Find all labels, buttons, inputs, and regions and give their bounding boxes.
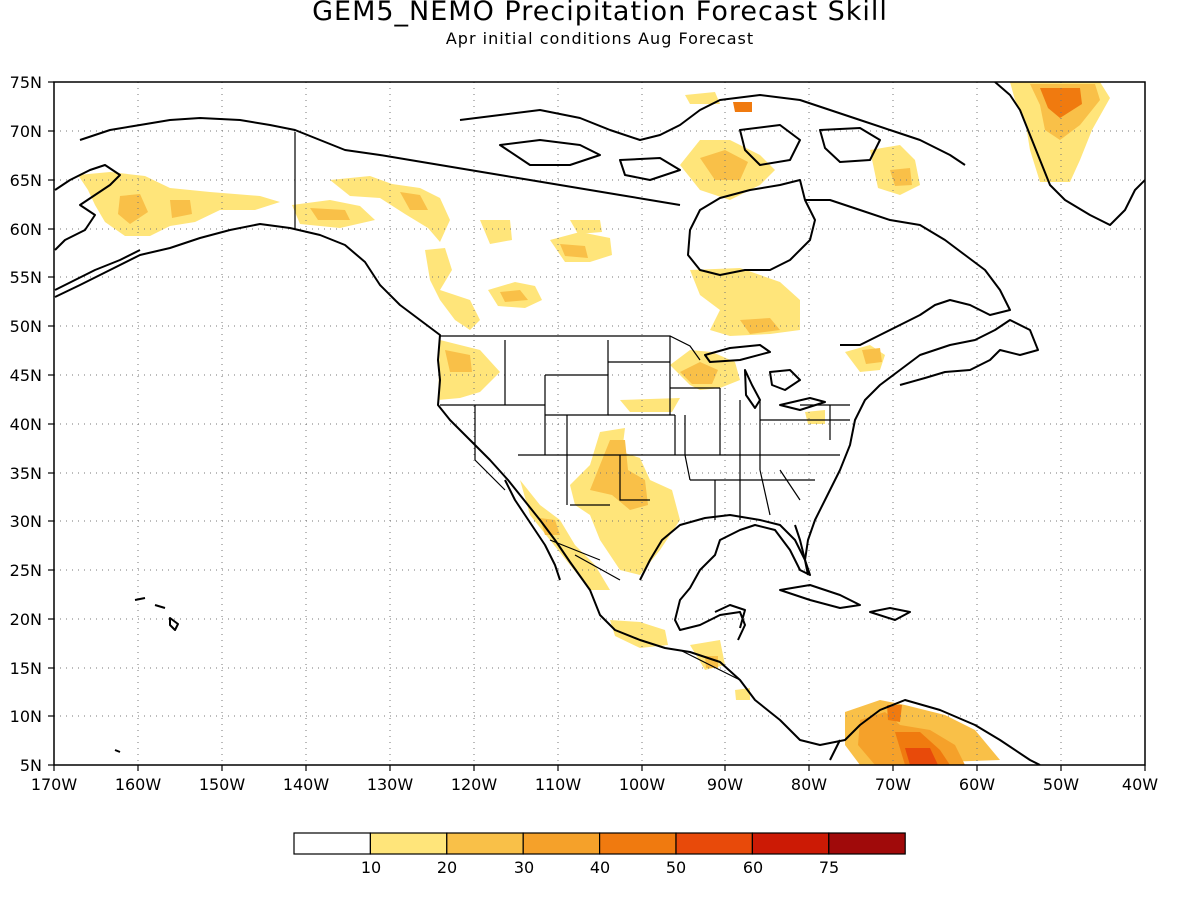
- lat-label: 10N: [10, 707, 42, 726]
- legend-tick-label: 75: [819, 858, 839, 877]
- legend-tick-label: 20: [437, 858, 457, 877]
- legend-color-box: [293, 832, 372, 855]
- axis-ticks: [48, 81, 1146, 771]
- lon-label: 100W: [619, 775, 666, 794]
- lat-label: 55N: [10, 268, 42, 287]
- lat-labels: 75N 70N 65N 60N 55N 50N 45N 40N 35N 30N …: [10, 73, 42, 775]
- legend-tick-label: 10: [361, 858, 381, 877]
- lon-label: 50W: [1043, 775, 1079, 794]
- map-subtitle: Apr initial conditions Aug Forecast: [445, 29, 755, 48]
- lon-label: 80W: [791, 775, 827, 794]
- lat-label: 45N: [10, 366, 42, 385]
- legend-tick-label: 50: [666, 858, 686, 877]
- legend-color-box: [369, 832, 448, 855]
- lat-label: 70N: [10, 122, 42, 141]
- skill-region-central-america: [610, 620, 668, 648]
- lon-labels: 170W 160W 150W 140W 130W 120W 110W 100W …: [31, 775, 1158, 794]
- legend-tick-label: 60: [743, 858, 763, 877]
- legend-color-box: [675, 832, 754, 855]
- legend-tick-label: 30: [514, 858, 534, 877]
- lon-label: 120W: [451, 775, 498, 794]
- legend-color-box: [446, 832, 524, 855]
- lon-label: 170W: [31, 775, 78, 794]
- coastlines: [54, 82, 1145, 765]
- lat-label: 50N: [10, 317, 42, 336]
- lat-label: 35N: [10, 464, 42, 483]
- lon-label: 60W: [959, 775, 995, 794]
- map-area: [54, 82, 1145, 765]
- map-title: GEM5_NEMO Precipitation Forecast Skill: [312, 0, 888, 27]
- lon-label: 90W: [707, 775, 743, 794]
- lat-label: 60N: [10, 220, 42, 239]
- colorbar-legend: 10 20 30 40 50 60 75: [293, 832, 906, 877]
- lon-label: 160W: [115, 775, 162, 794]
- lat-label: 25N: [10, 561, 42, 580]
- lon-label: 140W: [283, 775, 330, 794]
- lon-label: 150W: [199, 775, 246, 794]
- lat-label: 30N: [10, 512, 42, 531]
- lon-label: 110W: [535, 775, 582, 794]
- lat-label: 15N: [10, 659, 42, 678]
- legend-color-box: [598, 832, 677, 855]
- lat-label: 65N: [10, 171, 42, 190]
- legend-color-box: [828, 832, 906, 855]
- lon-label: 130W: [367, 775, 414, 794]
- lat-label: 75N: [10, 73, 42, 92]
- skill-region-british-columbia: [425, 248, 480, 330]
- legend-color-box: [751, 832, 830, 855]
- lon-label: 40W: [1122, 775, 1158, 794]
- lat-label: 40N: [10, 415, 42, 434]
- lat-label: 5N: [20, 756, 42, 775]
- political-boundaries: [294, 132, 850, 681]
- legend-tick-label: 40: [590, 858, 610, 877]
- lat-label: 20N: [10, 610, 42, 629]
- lon-label: 70W: [875, 775, 911, 794]
- legend-color-box: [522, 832, 601, 855]
